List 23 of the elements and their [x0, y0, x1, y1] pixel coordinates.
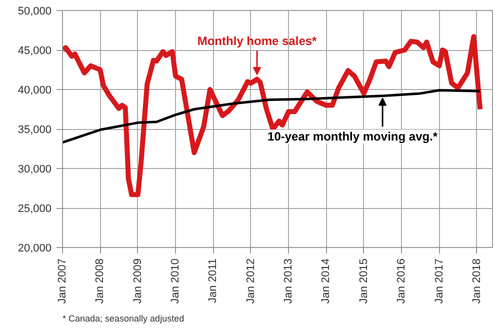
x-tick-label: Jan 2007 [56, 258, 68, 304]
x-tick-label: Jan 2008 [94, 258, 106, 304]
x-tick-label: Jan 2012 [244, 258, 257, 304]
y-tick-label: 45,000 [18, 45, 52, 57]
y-tick-label: 50,000 [18, 6, 52, 18]
y-tick-label: 35,000 [18, 124, 52, 136]
annotation: Monthly home sales* [197, 34, 318, 48]
annotation: 10-year monthly moving avg.* [268, 130, 438, 144]
x-tick-label: Jan 2018 [470, 258, 483, 304]
x-tick-label: Jan 2015 [358, 258, 370, 304]
x-tick-label: Jan 2017 [433, 258, 446, 304]
x-tick-label: Jan 2016 [396, 258, 408, 304]
y-tick-label: 20,000 [18, 242, 52, 254]
line-series [62, 89, 482, 144]
y-tick-label: 40,000 [18, 84, 52, 96]
x-tick-label: Jan 2010 [170, 258, 182, 304]
x-tick-label: Jan 2011 [207, 258, 220, 303]
x-tick-label: Jan 2013 [282, 258, 295, 304]
y-tick-label: 30,000 [18, 164, 52, 176]
x-tick-label: Jan 2014 [320, 258, 332, 304]
x-tick-label: Jan 2009 [132, 258, 144, 304]
text: * Canada; seasonally adjusted [62, 314, 184, 324]
y-tick-label: 25,000 [18, 203, 52, 215]
